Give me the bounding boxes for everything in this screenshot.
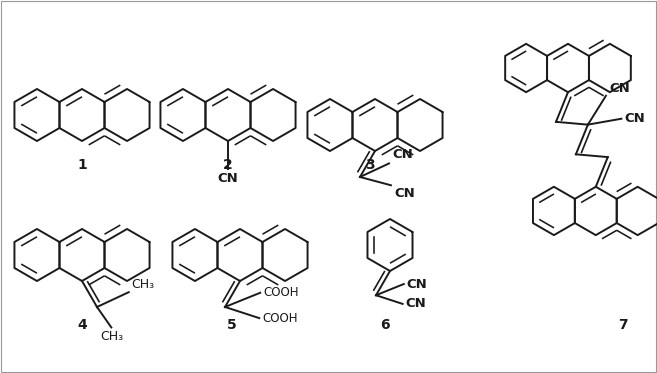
Text: 1: 1: [77, 158, 87, 172]
Text: 3: 3: [365, 158, 374, 172]
Text: 7: 7: [618, 318, 628, 332]
Text: 5: 5: [227, 318, 237, 332]
Text: CN: CN: [217, 172, 238, 185]
Text: COOH: COOH: [263, 286, 299, 299]
Text: CN: CN: [624, 112, 645, 125]
Text: CN: CN: [407, 278, 428, 291]
Text: CN: CN: [392, 148, 413, 162]
Text: COOH: COOH: [262, 311, 298, 325]
Text: CN: CN: [394, 187, 415, 200]
Text: CH₃: CH₃: [131, 278, 155, 291]
Text: 2: 2: [223, 158, 233, 172]
Text: CH₃: CH₃: [100, 330, 123, 344]
Text: CN: CN: [609, 82, 629, 95]
Text: CN: CN: [405, 297, 426, 310]
Text: 6: 6: [380, 318, 390, 332]
Text: 4: 4: [77, 318, 87, 332]
